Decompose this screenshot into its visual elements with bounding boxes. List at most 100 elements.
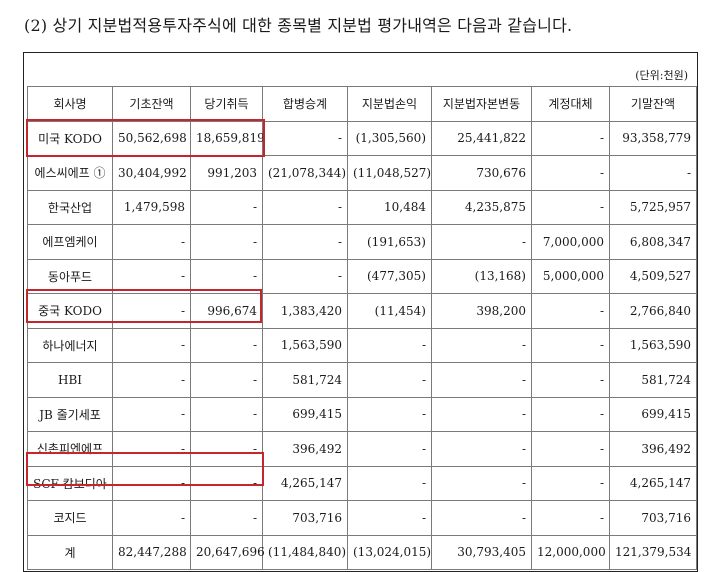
value-cell: - <box>112 431 191 467</box>
table-row: 동아푸드 - - - (477,305) (13,168) 5,000,000 4,509,5… <box>27 258 697 294</box>
column-header: 기초잔액 <box>112 86 191 122</box>
table-row: 계 82,447,288 20,647,696 (11,484,840) (13,024… <box>27 534 697 570</box>
value-cell: - <box>262 189 348 225</box>
value-cell: - <box>262 224 348 260</box>
table-row: 코지드 - -703,716- - -703,716 <box>27 500 697 536</box>
value-cell: 1,563,590 <box>609 327 697 363</box>
value-cell: - <box>531 465 610 501</box>
value-cell: 4,265,147 <box>262 465 348 501</box>
table-row: 에프엠케이 - - - (191,653) -7,000,000 6,808,347 <box>27 224 697 260</box>
company-name-cell: 신촌피엔에프 <box>27 431 113 467</box>
value-cell: - <box>347 327 432 363</box>
value-cell: 30,793,405 <box>431 534 532 570</box>
value-cell: 581,724 <box>262 362 348 398</box>
value-cell: 7,000,000 <box>531 224 610 260</box>
company-name-cell: 하나에너지 <box>27 327 113 363</box>
company-name-cell: 한국산업 <box>27 189 113 225</box>
value-cell: 703,716 <box>609 500 697 536</box>
value-cell: - <box>531 362 610 398</box>
value-cell: - <box>347 431 432 467</box>
value-cell: 396,492 <box>262 431 348 467</box>
table-row: 하나에너지 - -1,563,590- - -1,563,590 <box>27 327 697 363</box>
value-cell: - <box>190 189 263 225</box>
value-cell: 30,404,992 <box>112 155 191 191</box>
company-name-cell: 미국 KODO <box>27 120 113 156</box>
value-cell: - <box>190 431 263 467</box>
value-cell: - <box>190 224 263 260</box>
value-cell: - <box>112 465 191 501</box>
column-header: 회사명 <box>27 86 113 122</box>
value-cell: 2,766,840 <box>609 293 697 329</box>
value-cell: - <box>531 189 610 225</box>
column-header: 지분법자본변동 <box>431 86 532 122</box>
value-cell: - <box>431 327 532 363</box>
value-cell: 996,674 <box>190 293 263 329</box>
value-cell: 581,724 <box>609 362 697 398</box>
value-cell: - <box>262 258 348 294</box>
value-cell: - <box>609 155 697 191</box>
column-header: 당기취득 <box>190 86 263 122</box>
value-cell: 82,447,288 <box>112 534 191 570</box>
company-name-cell: SCF 캄보디아 <box>27 465 113 501</box>
company-name-cell: 에프엠케이 <box>27 224 113 260</box>
table-row: 중국 KODO -996,674 1,383,420 (11,454) 398,200-… <box>27 293 697 329</box>
company-name-cell: 동아푸드 <box>27 258 113 294</box>
value-cell: - <box>112 396 191 432</box>
value-cell: (21,078,344) <box>262 155 348 191</box>
column-header: 지분법손익 <box>347 86 432 122</box>
column-header: 기말잔액 <box>609 86 697 122</box>
table-header-row: 회사명 기초잔액 당기취득 합병승계 지분법손익 지분법자본변동 계정대체 기말잔액 <box>27 86 697 122</box>
value-cell: (11,048,527) <box>347 155 432 191</box>
value-cell: - <box>190 362 263 398</box>
value-cell: 121,379,534 <box>609 534 697 570</box>
value-cell: - <box>112 224 191 260</box>
table-row: JB 줄기세포 - -699,415- - -699,415 <box>27 396 697 432</box>
equity-method-table: 회사명 기초잔액 당기취득 합병승계 지분법손익 지분법자본변동 계정대체 기말잔액 미국 KO… <box>27 86 697 570</box>
value-cell: - <box>347 500 432 536</box>
company-name-cell: HBI <box>27 362 113 398</box>
value-cell: 4,509,527 <box>609 258 697 294</box>
value-cell: (191,653) <box>347 224 432 260</box>
value-cell: - <box>531 396 610 432</box>
value-cell: - <box>190 327 263 363</box>
value-cell: - <box>531 120 610 156</box>
table-row: 한국산업 1,479,598- -10,484 4,235,875-5,725,957 <box>27 189 697 225</box>
value-cell: 1,563,590 <box>262 327 348 363</box>
value-cell: 4,235,875 <box>431 189 532 225</box>
value-cell: 93,358,779 <box>609 120 697 156</box>
value-cell: - <box>262 120 348 156</box>
value-cell: - <box>531 293 610 329</box>
value-cell: 50,562,698 <box>112 120 191 156</box>
company-name-cell: 중국 KODO <box>27 293 113 329</box>
value-cell: 398,200 <box>431 293 532 329</box>
value-cell: (477,305) <box>347 258 432 294</box>
table-row: 미국 KODO 50,562,698 18,659,819- (1,305,560) 2… <box>27 120 697 156</box>
value-cell: - <box>190 500 263 536</box>
table-row: HBI - -581,724- - -581,724 <box>27 362 697 398</box>
value-cell: 5,000,000 <box>531 258 610 294</box>
value-cell: 730,676 <box>431 155 532 191</box>
value-cell: - <box>112 258 191 294</box>
value-cell: 12,000,000 <box>531 534 610 570</box>
value-cell: - <box>112 500 191 536</box>
value-cell: - <box>190 465 263 501</box>
value-cell: - <box>531 155 610 191</box>
value-cell: - <box>431 465 532 501</box>
column-header: 합병승계 <box>262 86 348 122</box>
value-cell: 703,716 <box>262 500 348 536</box>
value-cell: 5,725,957 <box>609 189 697 225</box>
value-cell: - <box>431 224 532 260</box>
value-cell: - <box>347 396 432 432</box>
value-cell: 699,415 <box>609 396 697 432</box>
value-cell: (13,168) <box>431 258 532 294</box>
company-name-cell: 에스씨에프 ① <box>27 155 113 191</box>
value-cell: - <box>431 362 532 398</box>
section-heading: (2) 상기 지분법적용투자주식에 대한 종목별 지분법 평가내역은 다음과 같… <box>24 16 573 35</box>
table-row: 에스씨에프 ① 30,404,992 991,203 (21,078,344) (11,… <box>27 155 697 191</box>
value-cell: 699,415 <box>262 396 348 432</box>
value-cell: - <box>112 293 191 329</box>
value-cell: 6,808,347 <box>609 224 697 260</box>
table-row: SCF 캄보디아 - -4,265,147- - -4,265,147 <box>27 465 697 501</box>
value-cell: 20,647,696 <box>190 534 265 570</box>
unit-label: (단위:천원) <box>635 69 688 82</box>
